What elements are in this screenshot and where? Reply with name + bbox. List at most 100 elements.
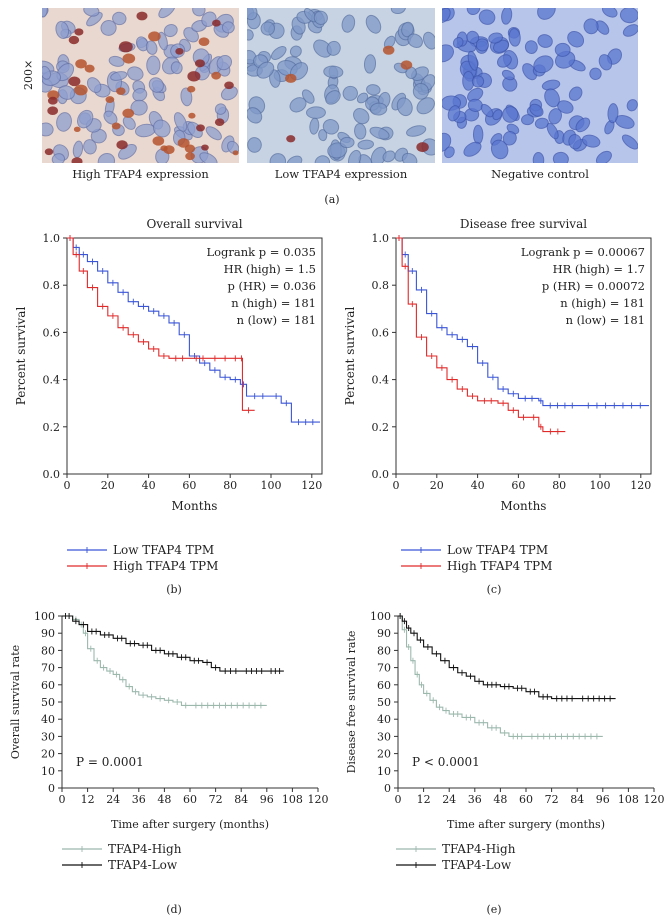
stained-nucleus — [185, 152, 195, 161]
y-tick-label: 60 — [377, 679, 391, 692]
y-tick-label: 0.8 — [43, 279, 61, 292]
cell-nucleus — [598, 54, 613, 71]
x-tick-label: 72 — [209, 793, 223, 806]
cell-nucleus — [112, 11, 127, 26]
cell-nucleus — [501, 8, 513, 25]
cell-nucleus — [127, 66, 144, 81]
cell-nucleus — [270, 45, 287, 60]
x-tick-label: 12 — [417, 793, 431, 806]
x-tick-label: 40 — [142, 479, 156, 492]
stained-nucleus — [74, 28, 84, 36]
cell-nucleus — [313, 10, 328, 25]
cell-nucleus — [575, 117, 591, 133]
stat-annotation: Logrank p = 0.00067 — [521, 245, 645, 259]
cell-nucleus — [341, 14, 356, 33]
cell-nucleus — [568, 133, 582, 150]
legend-label: High TFAP4 TPM — [113, 559, 218, 573]
stained-nucleus — [118, 41, 133, 53]
stained-nucleus — [122, 108, 135, 118]
stat-annotation: HR (high) = 1.5 — [224, 262, 316, 276]
cell-nucleus — [146, 55, 161, 76]
legend-label: Low TFAP4 TPM — [447, 543, 548, 557]
y-tick-label: 50 — [377, 696, 391, 709]
cell-nucleus — [86, 77, 102, 93]
cell-nucleus — [447, 105, 461, 122]
cell-nucleus — [83, 8, 100, 17]
y-tick-label: 10 — [377, 765, 391, 778]
survival-curve-high-tfap4-tpm — [396, 237, 566, 433]
stained-nucleus — [232, 150, 239, 156]
y-tick-label: 10 — [41, 765, 55, 778]
magnification-label: 200× — [22, 59, 35, 90]
cell-nucleus — [135, 36, 149, 52]
cell-nucleus — [339, 136, 355, 149]
cell-nucleus — [353, 108, 370, 125]
cell-nucleus — [467, 50, 479, 71]
y-tick-label: 0.6 — [43, 326, 61, 339]
chart-disease-free-survival-c: Disease free survival 0 20 40 60 80 100 120 0.0 0… — [343, 217, 652, 573]
stat-annotation: n (low) = 181 — [566, 313, 645, 327]
x-tick-label: 60 — [183, 793, 197, 806]
stained-nucleus — [285, 73, 297, 83]
stained-nucleus — [74, 84, 88, 96]
cell-nucleus — [145, 40, 158, 55]
cell-nucleus — [390, 8, 406, 15]
x-tick-label: 24 — [106, 793, 120, 806]
stat-annotation: p (HR) = 0.00072 — [542, 279, 645, 293]
x-tick-label: 24 — [442, 793, 456, 806]
x-tick-label: 48 — [157, 793, 171, 806]
y-tick-label: 0 — [48, 782, 55, 795]
x-tick-label: 108 — [618, 793, 639, 806]
y-axis-label: Overall survival rate — [9, 645, 22, 759]
cell-nucleus — [488, 32, 503, 44]
x-tick-label: 60 — [519, 793, 533, 806]
legend-label: TFAP4-High — [442, 842, 516, 856]
stained-nucleus — [71, 157, 83, 163]
cell-nucleus — [42, 8, 48, 18]
x-axis-label: Months — [501, 499, 547, 513]
cell-nucleus — [56, 112, 72, 132]
cell-nucleus — [216, 55, 233, 71]
cell-nucleus — [496, 54, 512, 68]
cell-nucleus — [108, 55, 125, 67]
cell-nucleus — [581, 134, 601, 148]
cell-nucleus — [621, 134, 638, 150]
cell-nucleus — [619, 8, 638, 24]
x-tick-label: 96 — [596, 793, 610, 806]
y-tick-label: 60 — [41, 679, 55, 692]
y-tick-label: 70 — [41, 662, 55, 675]
cell-nucleus — [546, 122, 559, 140]
legend-label: TFAP4-Low — [442, 858, 512, 872]
cell-nucleus — [122, 116, 136, 130]
cell-nucleus — [306, 106, 326, 119]
cell-nucleus — [97, 152, 116, 163]
y-tick-label: 0 — [384, 782, 391, 795]
y-tick-label: 40 — [41, 713, 55, 726]
cell-nucleus — [501, 69, 515, 81]
cell-nucleus — [269, 153, 287, 163]
y-tick-label: 30 — [41, 730, 55, 743]
survival-curve-tfap4-high — [398, 615, 603, 737]
cell-nucleus — [42, 65, 52, 80]
stained-nucleus — [68, 35, 80, 45]
micrograph-high-expression — [42, 8, 239, 163]
stained-nucleus — [416, 142, 429, 153]
y-tick-label: 40 — [377, 713, 391, 726]
cell-nucleus — [342, 85, 358, 101]
x-tick-label: 20 — [430, 479, 444, 492]
x-tick-label: 0 — [64, 479, 71, 492]
stained-nucleus — [211, 71, 221, 80]
cell-nucleus — [83, 139, 97, 155]
stained-nucleus — [73, 126, 81, 132]
survival-curve-tfap4-high — [62, 615, 267, 706]
cell-nucleus — [444, 146, 455, 159]
x-tick-label: 120 — [630, 479, 651, 492]
cell-nucleus — [412, 82, 429, 100]
x-tick-label: 100 — [261, 479, 282, 492]
caption-high-expression: High TFAP4 expression — [72, 167, 209, 181]
stained-nucleus — [175, 48, 184, 55]
cell-nucleus — [348, 149, 362, 163]
cell-nucleus — [322, 119, 340, 135]
cell-nucleus — [492, 109, 503, 121]
cell-nucleus — [370, 102, 388, 116]
